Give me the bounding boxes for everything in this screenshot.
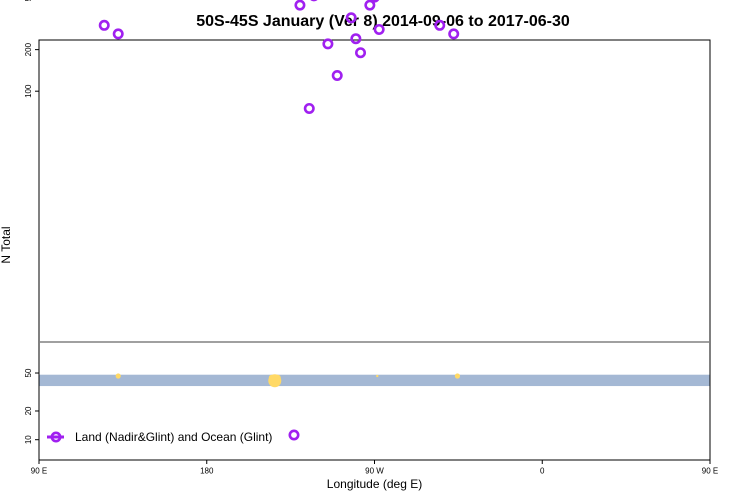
data-point [98,19,110,31]
data-point [434,19,446,31]
legend-marker-secondary [288,429,300,441]
y-tick-label-lower: 20 [24,406,33,415]
x-tick-label: 0 [540,467,545,476]
data-point [448,28,460,40]
y-tick-label: 100 [24,84,33,98]
data-point [369,0,380,3]
y-tick-label-lower: 10 [24,435,33,444]
data-point [345,12,357,24]
x-axis: 90 E 180 90 W 0 90 E [31,460,718,476]
x-tick-label: 180 [200,467,214,476]
ocean-marker-lobe [274,374,281,381]
data-point [294,0,306,11]
data-point [350,33,362,45]
y-axis-main: 100200500100020005000 [24,0,39,98]
data-point [303,102,315,114]
y-tick-label-lower: 50 [24,368,33,377]
y-axis-lower: 10 20 50 [24,368,39,444]
legend: Land (Nadir&Glint) and Ocean (Glint) [47,429,300,444]
data-point [331,69,343,81]
ocean-marker [115,373,121,379]
main-plot-frame [38,39,711,343]
x-tick-label: 90 E [31,467,47,476]
y-tick-label: 200 [24,42,33,56]
y-axis-label: N Total [0,226,13,263]
data-point [373,23,385,35]
ocean-band [39,374,710,387]
ocean-band-layer [39,374,710,387]
data-point [364,0,376,11]
chart-title: 50S-45S January (Ver 8) 2014-09-06 to 20… [196,13,570,30]
x-axis-label: Longitude (deg E) [327,477,422,491]
ocean-marker [454,373,461,379]
ocean-marker-lobe [268,374,275,381]
legend-marker [50,431,62,443]
data-point [355,47,367,59]
y-tick-label: 500 [24,0,33,1]
legend-label: Land (Nadir&Glint) and Ocean (Glint) [75,430,272,444]
x-tick-label: 90 W [365,467,384,476]
series-points-layer [98,0,460,114]
data-point [112,28,124,40]
lower-markers-layer [115,373,461,388]
ocean-marker [376,374,379,378]
data-point [322,38,334,50]
x-tick-label: 90 E [702,467,718,476]
